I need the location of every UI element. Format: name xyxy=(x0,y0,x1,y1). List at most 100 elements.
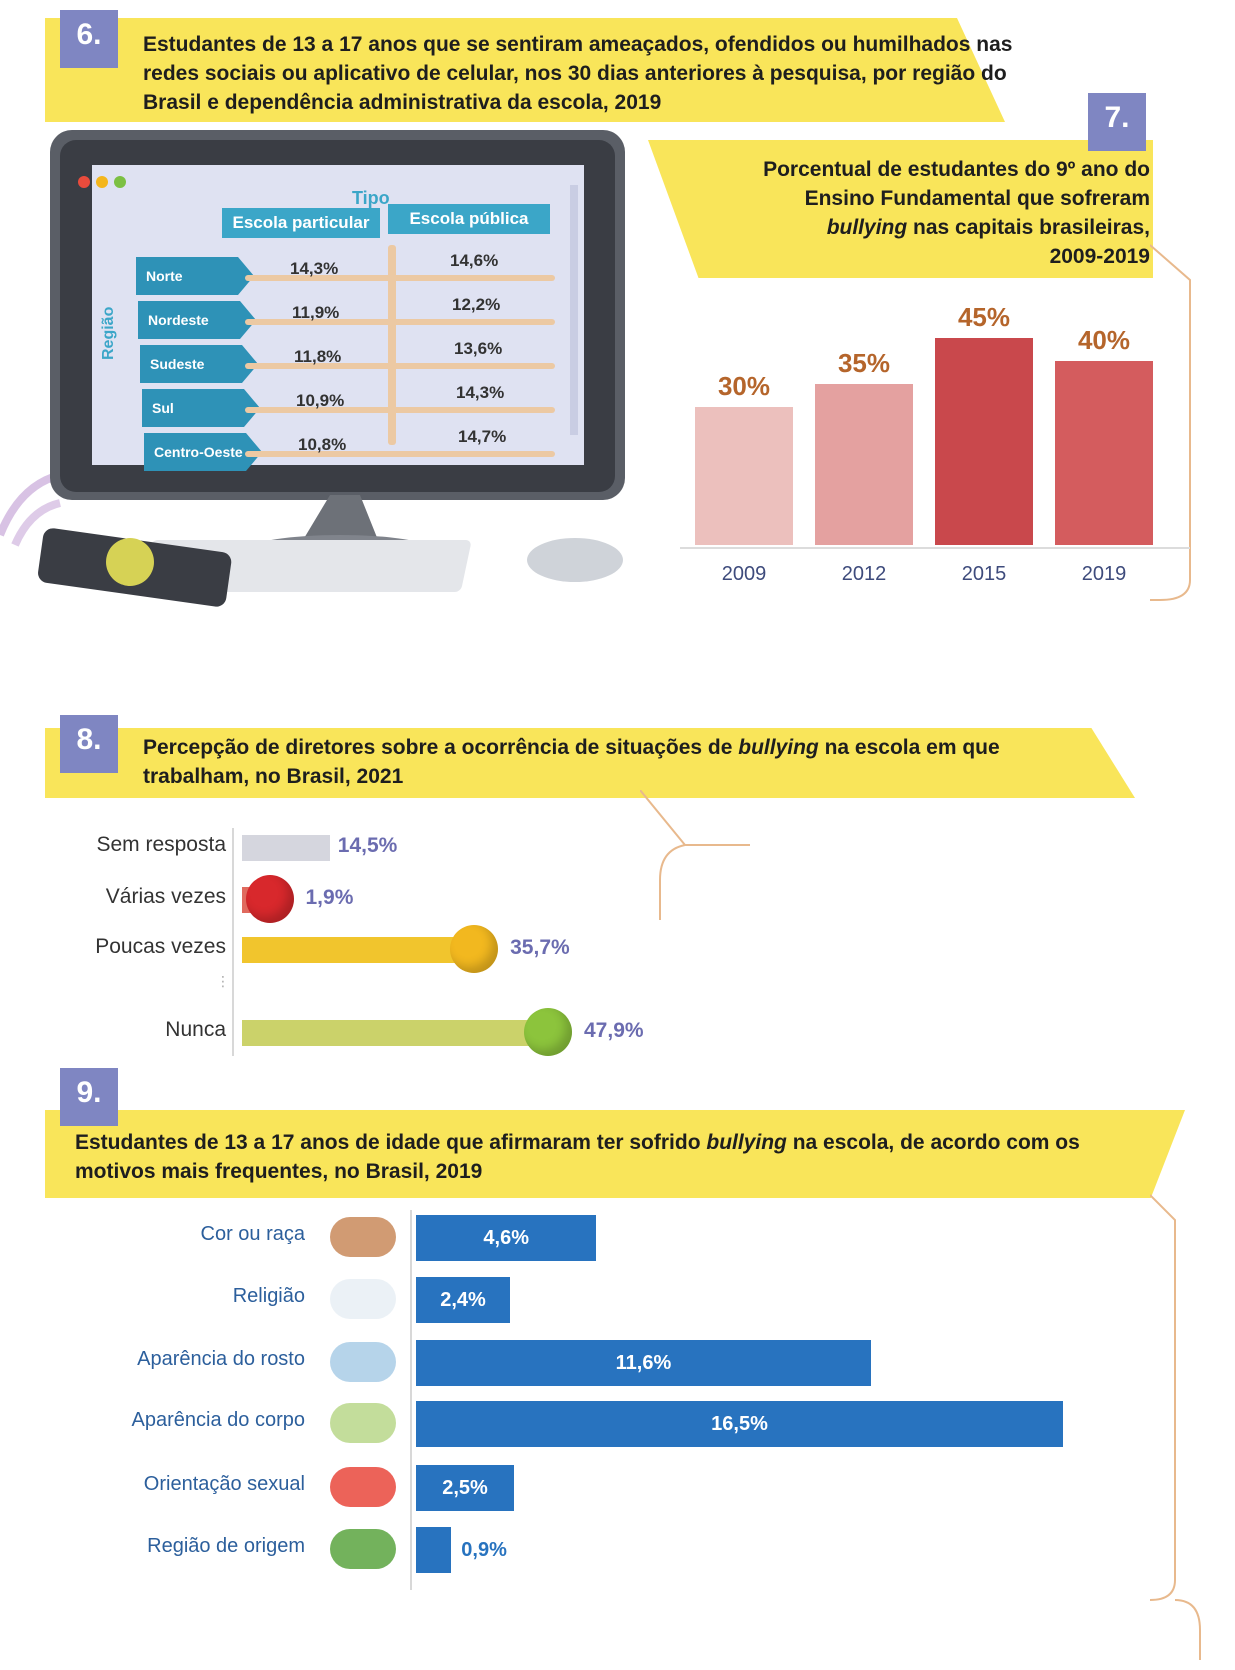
section8-bracket xyxy=(640,790,750,920)
section9-banner xyxy=(45,1110,1185,1198)
section9-title: Estudantes de 13 a 17 anos de idade que … xyxy=(75,1128,1155,1186)
table-row-line xyxy=(245,319,555,325)
chart9-category-label: Aparência do corpo xyxy=(131,1409,305,1431)
chart9-axis xyxy=(410,1210,412,1590)
table-row-line xyxy=(245,363,555,369)
chart8-axis xyxy=(232,828,234,1056)
chart7-bar xyxy=(935,338,1033,545)
chart9-bar xyxy=(416,1340,871,1386)
table-region-tag: Nordeste xyxy=(138,301,256,339)
chart8-category-label: Nunca xyxy=(165,1018,226,1041)
table-cell-public: 14,3% xyxy=(456,383,505,402)
chart7-bar xyxy=(1055,361,1153,545)
skin-tones-icon xyxy=(330,1217,396,1257)
chart7-bar xyxy=(695,407,793,545)
chart9-value-label: 2,4% xyxy=(440,1289,486,1311)
chart8-category-label: Poucas vezes xyxy=(95,935,226,958)
table-cell-private: 14,3% xyxy=(290,259,339,278)
chart9-bar xyxy=(416,1401,1063,1447)
chart8-value-label: 14,5% xyxy=(337,834,398,857)
chart9-value-label: 0,9% xyxy=(461,1539,507,1561)
table-region-tag: Sul xyxy=(142,389,260,427)
table-group-label: Tipo xyxy=(352,188,390,208)
brazil-map-icon xyxy=(330,1529,396,1569)
chart9-bar xyxy=(416,1215,597,1261)
chart9-value-label: 16,5% xyxy=(711,1413,768,1435)
chart7-value-label: 40% xyxy=(1077,325,1131,355)
sad-face-icon xyxy=(245,875,294,923)
section6-number: 6. xyxy=(60,10,118,68)
chart8-ellipsis: ⋮ xyxy=(216,973,230,989)
table-cell-public: 14,6% xyxy=(450,251,499,270)
chart7-category-label: 2009 xyxy=(721,563,767,585)
chart7-value-label: 30% xyxy=(717,371,771,401)
body-icon xyxy=(330,1403,396,1443)
table-column-divider xyxy=(388,245,396,445)
chart9-value-label: 2,5% xyxy=(442,1477,488,1499)
table-row-line xyxy=(245,407,555,413)
section8-number: 8. xyxy=(60,715,118,773)
section6-banner xyxy=(45,18,1005,122)
chart9-bar xyxy=(416,1277,511,1323)
section9-title-part2: na escola, de acordo com os motivos mais… xyxy=(75,1131,1080,1183)
chart7-category-label: 2012 xyxy=(841,563,887,585)
chart8-category-label: Sem resposta xyxy=(96,833,226,856)
chart9-value-label: 4,6% xyxy=(483,1227,529,1249)
dove-icon xyxy=(330,1279,396,1319)
section9-title-italic: bullying xyxy=(706,1131,787,1154)
table-cell-public: 13,6% xyxy=(454,339,503,358)
chart8-bar xyxy=(242,1020,532,1046)
section7-title-rest: nas capitais brasileiras, xyxy=(907,216,1150,239)
table-axis-label: Região xyxy=(100,306,117,360)
chart9-category-label: Região de origem xyxy=(147,1535,305,1557)
section7-title-line1: Porcentual de estudantes do 9º ano do xyxy=(763,158,1150,181)
chart8-value-label: 35,7% xyxy=(510,936,570,959)
face-icon xyxy=(330,1342,396,1382)
table-cell-private: 11,9% xyxy=(292,303,340,322)
section7-number: 7. xyxy=(1088,93,1146,151)
section7-title-italic: bullying xyxy=(826,216,908,239)
section9-bracket xyxy=(1150,1194,1201,1660)
table-region-tag: Sudeste xyxy=(140,345,258,383)
section7-title-line4: 2009-2019 xyxy=(1049,245,1150,268)
section8-title-part2: na escola em que trabalham, no Brasil, 2… xyxy=(143,736,1000,788)
table-cell-private: 11,8% xyxy=(294,347,342,366)
chart9-bar xyxy=(416,1465,515,1511)
chart9-value-label: 11,6% xyxy=(615,1352,672,1374)
chart7-value-label: 45% xyxy=(957,302,1011,332)
chart7-category-label: 2019 xyxy=(1081,563,1127,585)
section7-title: Porcentual de estudantes do 9º ano do En… xyxy=(660,155,1150,271)
section8-title-italic: bullying xyxy=(738,736,819,759)
section8-title-part1: Percepção de diretores sobre a ocorrênci… xyxy=(143,736,739,759)
neutral-face-icon xyxy=(450,925,499,973)
chart7-value-label: 35% xyxy=(837,348,891,378)
smiley-face-icon xyxy=(524,1008,572,1056)
chart8-category-label: Várias vezes xyxy=(105,885,226,908)
table-cell-public: 14,7% xyxy=(458,427,507,446)
table-row-line xyxy=(245,451,555,457)
section6-title: Estudantes de 13 a 17 anos que se sentir… xyxy=(143,33,1013,114)
section7-title-line2: Ensino Fundamental que sofreram xyxy=(804,187,1150,210)
chart8-value-label: 1,9% xyxy=(305,886,354,909)
table-header-private: Escola particular xyxy=(222,208,380,238)
table-header-public: Escola pública xyxy=(388,204,550,234)
chart9-category-label: Religião xyxy=(232,1285,305,1307)
section9-number: 9. xyxy=(60,1068,118,1126)
table-cell-public: 12,2% xyxy=(452,295,501,314)
table-row-line xyxy=(245,275,555,281)
chart8-bar xyxy=(242,937,459,963)
chart9-category-label: Aparência do rosto xyxy=(137,1348,305,1370)
chart7-bar xyxy=(815,384,913,545)
table-region-tag: Centro-Oeste xyxy=(144,433,262,471)
table-cell-private: 10,9% xyxy=(296,391,345,410)
rainbow-icon xyxy=(330,1467,396,1507)
chart9-category-label: Cor ou raça xyxy=(200,1223,306,1245)
section8-banner xyxy=(45,728,1135,798)
section8-title: Percepção de diretores sobre a ocorrênci… xyxy=(143,733,1103,791)
section7-banner xyxy=(648,140,1153,278)
section7-title-line3: bullying nas capitais brasileiras, xyxy=(660,213,1150,242)
table-region-tag: Norte xyxy=(136,257,254,295)
section9-title-part1: Estudantes de 13 a 17 anos de idade que … xyxy=(75,1131,707,1154)
chart9-category-label: Orientação sexual xyxy=(143,1473,305,1495)
table-cell-private: 10,8% xyxy=(298,435,347,454)
